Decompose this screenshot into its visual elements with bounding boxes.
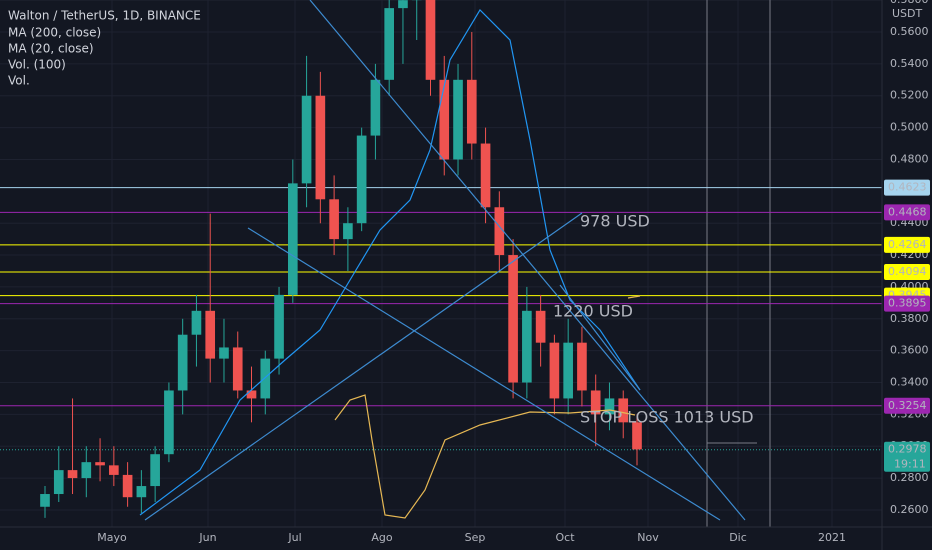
candle-body bbox=[425, 0, 436, 80]
candle-body bbox=[150, 454, 160, 487]
level-label: 0.3254 bbox=[888, 399, 927, 412]
x-tick-label: Jun bbox=[198, 531, 216, 544]
candle-body bbox=[563, 342, 573, 399]
candle-body bbox=[632, 422, 642, 450]
candle-body bbox=[618, 398, 629, 423]
currency-box bbox=[884, 6, 930, 22]
candle-body bbox=[53, 470, 64, 495]
x-tick-label: Oct bbox=[555, 531, 575, 544]
y-tick-label: 0.3600 bbox=[890, 344, 929, 357]
x-tick-label: Sep bbox=[465, 531, 486, 544]
candle-body bbox=[205, 310, 216, 359]
candle-body bbox=[315, 95, 326, 200]
level-label-box bbox=[884, 204, 930, 221]
level-label-box bbox=[884, 295, 930, 312]
indicator: Vol. bbox=[8, 74, 30, 88]
y-tick-label: 0.2800 bbox=[890, 471, 929, 484]
candle-body bbox=[370, 79, 381, 136]
trend-line bbox=[559, 284, 641, 391]
candle-body bbox=[191, 310, 202, 335]
candle-body bbox=[109, 465, 119, 475]
candle-body bbox=[480, 143, 491, 208]
level-label-box bbox=[884, 397, 930, 414]
x-tick-label: Dic bbox=[729, 531, 747, 544]
y-tick-label: 0.3800 bbox=[890, 312, 929, 325]
candle-body bbox=[466, 79, 477, 144]
candle-body bbox=[40, 494, 50, 507]
candle-body bbox=[549, 342, 560, 399]
candle-body bbox=[329, 199, 339, 240]
candle-body bbox=[219, 347, 229, 359]
candle-body bbox=[604, 398, 615, 415]
candle-body bbox=[343, 223, 353, 240]
y-tick-label: 0.5400 bbox=[890, 57, 929, 70]
last-price-label: 0.2978 bbox=[888, 443, 927, 456]
ma-20-line bbox=[139, 9, 641, 516]
x-tick-label: 2021 bbox=[818, 531, 846, 544]
candle-body bbox=[398, 0, 408, 9]
trend-line bbox=[144, 212, 583, 521]
y-tick-label: 0.5200 bbox=[890, 89, 929, 102]
candle-body bbox=[164, 390, 174, 455]
candle-body bbox=[122, 474, 133, 498]
candle-body bbox=[535, 310, 546, 343]
candle-body bbox=[590, 390, 601, 415]
candle-body bbox=[81, 462, 92, 479]
level-label: 0.3895 bbox=[888, 297, 927, 310]
trend-line bbox=[309, 0, 746, 521]
candle-body bbox=[577, 342, 587, 391]
y-tick-label: 0.2600 bbox=[890, 503, 929, 516]
trend-line bbox=[627, 295, 641, 299]
candle-body bbox=[274, 294, 284, 359]
indicator: MA (200, close) bbox=[8, 26, 101, 40]
y-tick-label: 0.5600 bbox=[890, 25, 929, 38]
candle-body bbox=[287, 183, 298, 295]
y-tick-label: 0.3400 bbox=[890, 376, 929, 389]
x-tick-label: Jul bbox=[287, 531, 301, 544]
candle-body bbox=[508, 255, 518, 383]
candle-body bbox=[301, 95, 312, 184]
candle-body bbox=[494, 207, 505, 256]
x-tick-label: Ago bbox=[371, 531, 393, 544]
x-tick-label: Mayo bbox=[97, 531, 127, 544]
ma-200-line bbox=[334, 394, 636, 519]
candle-body bbox=[95, 462, 105, 466]
y-tick-label: 0.5000 bbox=[890, 121, 929, 134]
x-tick-label: Nov bbox=[637, 531, 659, 544]
countdown: 19:11 bbox=[894, 458, 926, 471]
level-label: 0.4094 bbox=[888, 265, 927, 278]
level-label-box bbox=[884, 236, 930, 253]
candle-body bbox=[246, 390, 257, 399]
candle-body bbox=[260, 358, 271, 399]
candle-body bbox=[356, 135, 367, 224]
y-tick-label: 0.4800 bbox=[890, 152, 929, 165]
annotation: STOP LOSS 1013 USD bbox=[580, 408, 754, 427]
annotation: 1220 USD bbox=[553, 302, 633, 321]
level-label-box bbox=[884, 179, 930, 196]
indicator: Vol. (100) bbox=[8, 58, 66, 72]
candle-body bbox=[67, 470, 78, 479]
candle-body bbox=[439, 79, 450, 160]
level-label: 0.4468 bbox=[888, 205, 927, 218]
level-label: 0.4264 bbox=[888, 238, 927, 251]
candle-body bbox=[177, 334, 188, 391]
candle-body bbox=[384, 8, 395, 80]
candle-body bbox=[136, 486, 147, 498]
y-tick-label: 0.5800 bbox=[890, 0, 929, 6]
currency: USDT bbox=[892, 7, 923, 20]
level-label: 0.4623 bbox=[888, 181, 927, 194]
candle-body bbox=[522, 310, 532, 383]
trend-line bbox=[247, 227, 721, 521]
level-label-box bbox=[884, 263, 930, 280]
indicator: MA (20, close) bbox=[8, 42, 94, 56]
candle-body bbox=[232, 347, 243, 391]
candle-body bbox=[453, 79, 463, 160]
last-price-box bbox=[884, 441, 930, 472]
chart-title: Walton / TetherUS, 1D, BINANCE bbox=[8, 9, 201, 23]
annotation: 978 USD bbox=[580, 212, 650, 231]
